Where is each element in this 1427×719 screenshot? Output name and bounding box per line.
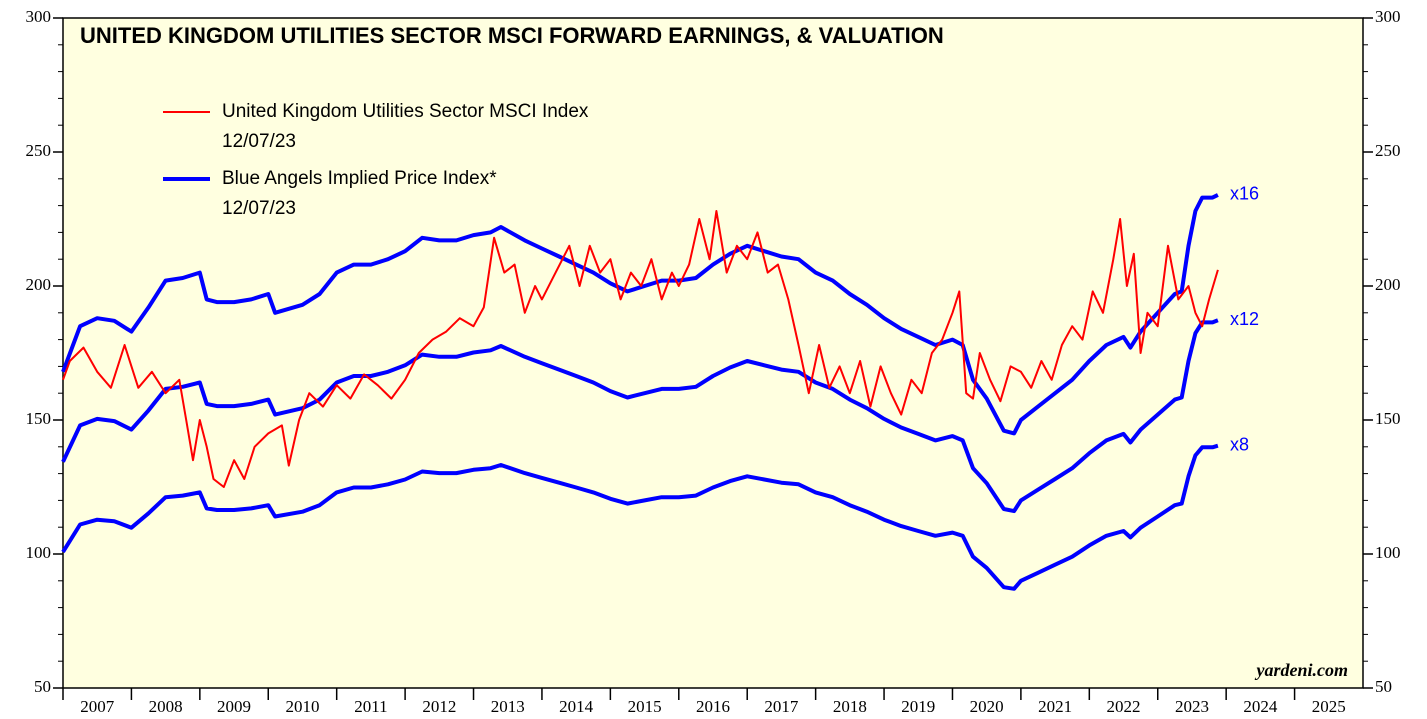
x-tick-label: 2018: [833, 697, 867, 716]
y2-tick-label: 150: [1375, 409, 1401, 428]
y-tick-label: 150: [26, 409, 52, 428]
chart-title: UNITED KINGDOM UTILITIES SECTOR MSCI FOR…: [80, 23, 944, 48]
x-tick-label: 2012: [422, 697, 456, 716]
y-tick-label: 300: [26, 7, 52, 26]
x-tick-label: 2021: [1038, 697, 1072, 716]
x-tick-label: 2017: [764, 697, 799, 716]
y2-tick-label: 300: [1375, 7, 1401, 26]
y2-tick-label: 50: [1375, 677, 1392, 696]
x-tick-label: 2016: [696, 697, 730, 716]
y-tick-label: 250: [26, 141, 52, 160]
x-tick-label: 2023: [1175, 697, 1209, 716]
x-tick-label: 2011: [354, 697, 387, 716]
x-tick-label: 2008: [149, 697, 183, 716]
watermark: yardeni.com: [1255, 660, 1349, 680]
x-tick-label: 2007: [80, 697, 115, 716]
x-tick-label: 2015: [628, 697, 662, 716]
series-line: [61, 318, 1219, 514]
y-tick-label: 100: [26, 543, 52, 562]
y-tick-label: 200: [26, 275, 52, 294]
series-end-label: x16: [1230, 184, 1259, 204]
x-tick-label: 2013: [491, 697, 525, 716]
plot-area: [62, 17, 1364, 689]
y2-tick-label: 250: [1375, 141, 1401, 160]
x-tick-label: 2019: [901, 697, 935, 716]
series-line: [61, 443, 1219, 591]
x-tick-label: 2014: [559, 697, 594, 716]
y2-tick-label: 100: [1375, 543, 1401, 562]
x-tick-label: 2009: [217, 697, 251, 716]
x-tick-label: 2022: [1107, 697, 1141, 716]
x-tick-label: 2010: [285, 697, 319, 716]
x-tick-label: 2024: [1243, 697, 1278, 716]
x-tick-label: 2020: [970, 697, 1004, 716]
y2-tick-label: 200: [1375, 275, 1401, 294]
y-tick-label: 50: [34, 677, 51, 696]
series-end-label: x8: [1230, 434, 1249, 454]
legend-label: Blue Angels Implied Price Index*: [222, 168, 497, 189]
series-line: [62, 210, 1219, 488]
x-tick-label: 2025: [1312, 697, 1346, 716]
legend-label: United Kingdom Utilities Sector MSCI Ind…: [222, 101, 589, 122]
series-end-label: x12: [1230, 309, 1259, 329]
series-line: [61, 193, 1219, 436]
legend-date: 12/07/23: [222, 131, 296, 152]
legend-date: 12/07/23: [222, 198, 296, 219]
